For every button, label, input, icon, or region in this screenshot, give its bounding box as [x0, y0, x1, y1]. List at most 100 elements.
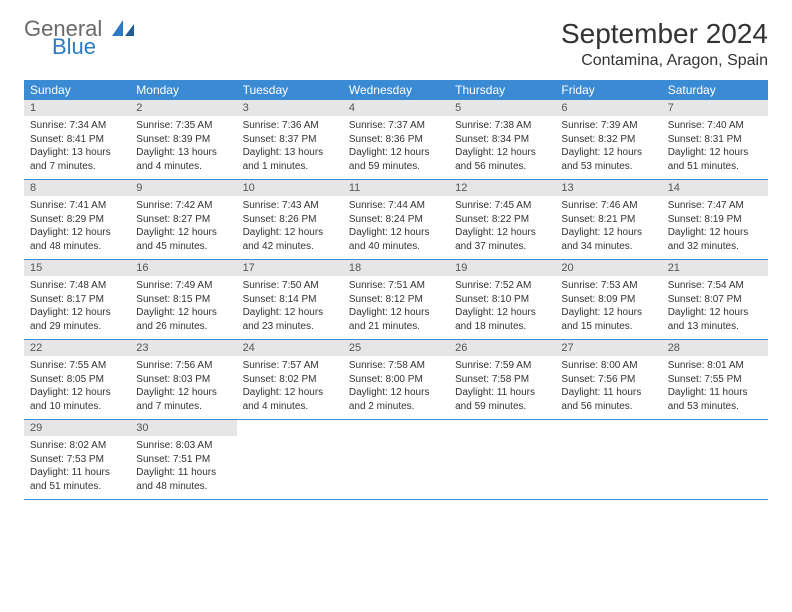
day-number: 4	[343, 100, 449, 116]
day-cell: 15Sunrise: 7:48 AMSunset: 8:17 PMDayligh…	[24, 260, 130, 340]
day-cell: 1Sunrise: 7:34 AMSunset: 8:41 PMDaylight…	[24, 100, 130, 180]
day-body: Sunrise: 7:46 AMSunset: 8:21 PMDaylight:…	[555, 196, 661, 259]
day-cell: 27Sunrise: 8:00 AMSunset: 7:56 PMDayligh…	[555, 340, 661, 420]
day-number: 20	[555, 260, 661, 276]
dow-wed: Wednesday	[343, 80, 449, 100]
day-body: Sunrise: 7:40 AMSunset: 8:31 PMDaylight:…	[662, 116, 768, 179]
day-body: Sunrise: 7:49 AMSunset: 8:15 PMDaylight:…	[130, 276, 236, 339]
day-number: 15	[24, 260, 130, 276]
brand-blue: Blue	[52, 36, 134, 58]
day-cell: ..	[662, 420, 768, 500]
day-cell: 6Sunrise: 7:39 AMSunset: 8:32 PMDaylight…	[555, 100, 661, 180]
day-body: Sunrise: 7:58 AMSunset: 8:00 PMDaylight:…	[343, 356, 449, 419]
location: Contamina, Aragon, Spain	[561, 52, 768, 70]
day-cell: 5Sunrise: 7:38 AMSunset: 8:34 PMDaylight…	[449, 100, 555, 180]
month-title: September 2024	[561, 18, 768, 50]
day-body: Sunrise: 7:50 AMSunset: 8:14 PMDaylight:…	[237, 276, 343, 339]
day-number: 27	[555, 340, 661, 356]
day-cell: 28Sunrise: 8:01 AMSunset: 7:55 PMDayligh…	[662, 340, 768, 420]
day-cell: 23Sunrise: 7:56 AMSunset: 8:03 PMDayligh…	[130, 340, 236, 420]
day-cell: 7Sunrise: 7:40 AMSunset: 8:31 PMDaylight…	[662, 100, 768, 180]
day-number: 2	[130, 100, 236, 116]
day-body: Sunrise: 7:57 AMSunset: 8:02 PMDaylight:…	[237, 356, 343, 419]
week-row: 29Sunrise: 8:02 AMSunset: 7:53 PMDayligh…	[24, 420, 768, 500]
day-cell: 24Sunrise: 7:57 AMSunset: 8:02 PMDayligh…	[237, 340, 343, 420]
day-cell: 30Sunrise: 8:03 AMSunset: 7:51 PMDayligh…	[130, 420, 236, 500]
day-cell: 12Sunrise: 7:45 AMSunset: 8:22 PMDayligh…	[449, 180, 555, 260]
day-number: 5	[449, 100, 555, 116]
day-number: 12	[449, 180, 555, 196]
day-body: Sunrise: 7:45 AMSunset: 8:22 PMDaylight:…	[449, 196, 555, 259]
day-body: Sunrise: 7:53 AMSunset: 8:09 PMDaylight:…	[555, 276, 661, 339]
day-number: 3	[237, 100, 343, 116]
day-number: 22	[24, 340, 130, 356]
day-body: Sunrise: 7:44 AMSunset: 8:24 PMDaylight:…	[343, 196, 449, 259]
day-number: 1	[24, 100, 130, 116]
header: General Blue September 2024 Contamina, A…	[24, 18, 768, 70]
day-cell: 10Sunrise: 7:43 AMSunset: 8:26 PMDayligh…	[237, 180, 343, 260]
dow-mon: Monday	[130, 80, 236, 100]
day-number: 21	[662, 260, 768, 276]
day-body: Sunrise: 8:03 AMSunset: 7:51 PMDaylight:…	[130, 436, 236, 499]
day-number: 10	[237, 180, 343, 196]
day-cell: 17Sunrise: 7:50 AMSunset: 8:14 PMDayligh…	[237, 260, 343, 340]
day-cell: ..	[449, 420, 555, 500]
day-body: Sunrise: 8:00 AMSunset: 7:56 PMDaylight:…	[555, 356, 661, 419]
day-body: Sunrise: 7:39 AMSunset: 8:32 PMDaylight:…	[555, 116, 661, 179]
day-cell: 29Sunrise: 8:02 AMSunset: 7:53 PMDayligh…	[24, 420, 130, 500]
day-cell: 4Sunrise: 7:37 AMSunset: 8:36 PMDaylight…	[343, 100, 449, 180]
calendar-table: Sunday Monday Tuesday Wednesday Thursday…	[24, 80, 768, 500]
day-number: 14	[662, 180, 768, 196]
day-number: 9	[130, 180, 236, 196]
day-cell: 16Sunrise: 7:49 AMSunset: 8:15 PMDayligh…	[130, 260, 236, 340]
day-body: Sunrise: 7:48 AMSunset: 8:17 PMDaylight:…	[24, 276, 130, 339]
day-cell: 19Sunrise: 7:52 AMSunset: 8:10 PMDayligh…	[449, 260, 555, 340]
day-cell: ..	[343, 420, 449, 500]
day-number: 30	[130, 420, 236, 436]
day-cell: 18Sunrise: 7:51 AMSunset: 8:12 PMDayligh…	[343, 260, 449, 340]
dow-thu: Thursday	[449, 80, 555, 100]
day-cell: 2Sunrise: 7:35 AMSunset: 8:39 PMDaylight…	[130, 100, 236, 180]
dow-fri: Friday	[555, 80, 661, 100]
day-number: 18	[343, 260, 449, 276]
day-number: 24	[237, 340, 343, 356]
day-number: 17	[237, 260, 343, 276]
day-number: 23	[130, 340, 236, 356]
title-block: September 2024 Contamina, Aragon, Spain	[561, 18, 768, 70]
day-body: Sunrise: 7:54 AMSunset: 8:07 PMDaylight:…	[662, 276, 768, 339]
brand-logo: General Blue	[24, 18, 134, 58]
dow-row: Sunday Monday Tuesday Wednesday Thursday…	[24, 80, 768, 100]
day-cell: 9Sunrise: 7:42 AMSunset: 8:27 PMDaylight…	[130, 180, 236, 260]
day-cell: 22Sunrise: 7:55 AMSunset: 8:05 PMDayligh…	[24, 340, 130, 420]
day-body: Sunrise: 7:34 AMSunset: 8:41 PMDaylight:…	[24, 116, 130, 179]
day-number: 13	[555, 180, 661, 196]
day-body: Sunrise: 7:55 AMSunset: 8:05 PMDaylight:…	[24, 356, 130, 419]
dow-sun: Sunday	[24, 80, 130, 100]
day-body: Sunrise: 7:52 AMSunset: 8:10 PMDaylight:…	[449, 276, 555, 339]
dow-tue: Tuesday	[237, 80, 343, 100]
day-cell: 21Sunrise: 7:54 AMSunset: 8:07 PMDayligh…	[662, 260, 768, 340]
day-number: 29	[24, 420, 130, 436]
day-cell: 14Sunrise: 7:47 AMSunset: 8:19 PMDayligh…	[662, 180, 768, 260]
day-cell: 20Sunrise: 7:53 AMSunset: 8:09 PMDayligh…	[555, 260, 661, 340]
day-body: Sunrise: 7:59 AMSunset: 7:58 PMDaylight:…	[449, 356, 555, 419]
day-number: 16	[130, 260, 236, 276]
day-number: 28	[662, 340, 768, 356]
day-number: 8	[24, 180, 130, 196]
day-body: Sunrise: 8:02 AMSunset: 7:53 PMDaylight:…	[24, 436, 130, 499]
day-cell: 3Sunrise: 7:36 AMSunset: 8:37 PMDaylight…	[237, 100, 343, 180]
week-row: 22Sunrise: 7:55 AMSunset: 8:05 PMDayligh…	[24, 340, 768, 420]
day-body: Sunrise: 7:38 AMSunset: 8:34 PMDaylight:…	[449, 116, 555, 179]
day-body: Sunrise: 7:43 AMSunset: 8:26 PMDaylight:…	[237, 196, 343, 259]
day-number: 11	[343, 180, 449, 196]
day-cell: ..	[555, 420, 661, 500]
day-body: Sunrise: 7:35 AMSunset: 8:39 PMDaylight:…	[130, 116, 236, 179]
day-body: Sunrise: 7:36 AMSunset: 8:37 PMDaylight:…	[237, 116, 343, 179]
day-cell: ..	[237, 420, 343, 500]
day-body: Sunrise: 7:51 AMSunset: 8:12 PMDaylight:…	[343, 276, 449, 339]
week-row: 1Sunrise: 7:34 AMSunset: 8:41 PMDaylight…	[24, 100, 768, 180]
day-number: 7	[662, 100, 768, 116]
day-cell: 8Sunrise: 7:41 AMSunset: 8:29 PMDaylight…	[24, 180, 130, 260]
day-cell: 11Sunrise: 7:44 AMSunset: 8:24 PMDayligh…	[343, 180, 449, 260]
day-cell: 26Sunrise: 7:59 AMSunset: 7:58 PMDayligh…	[449, 340, 555, 420]
